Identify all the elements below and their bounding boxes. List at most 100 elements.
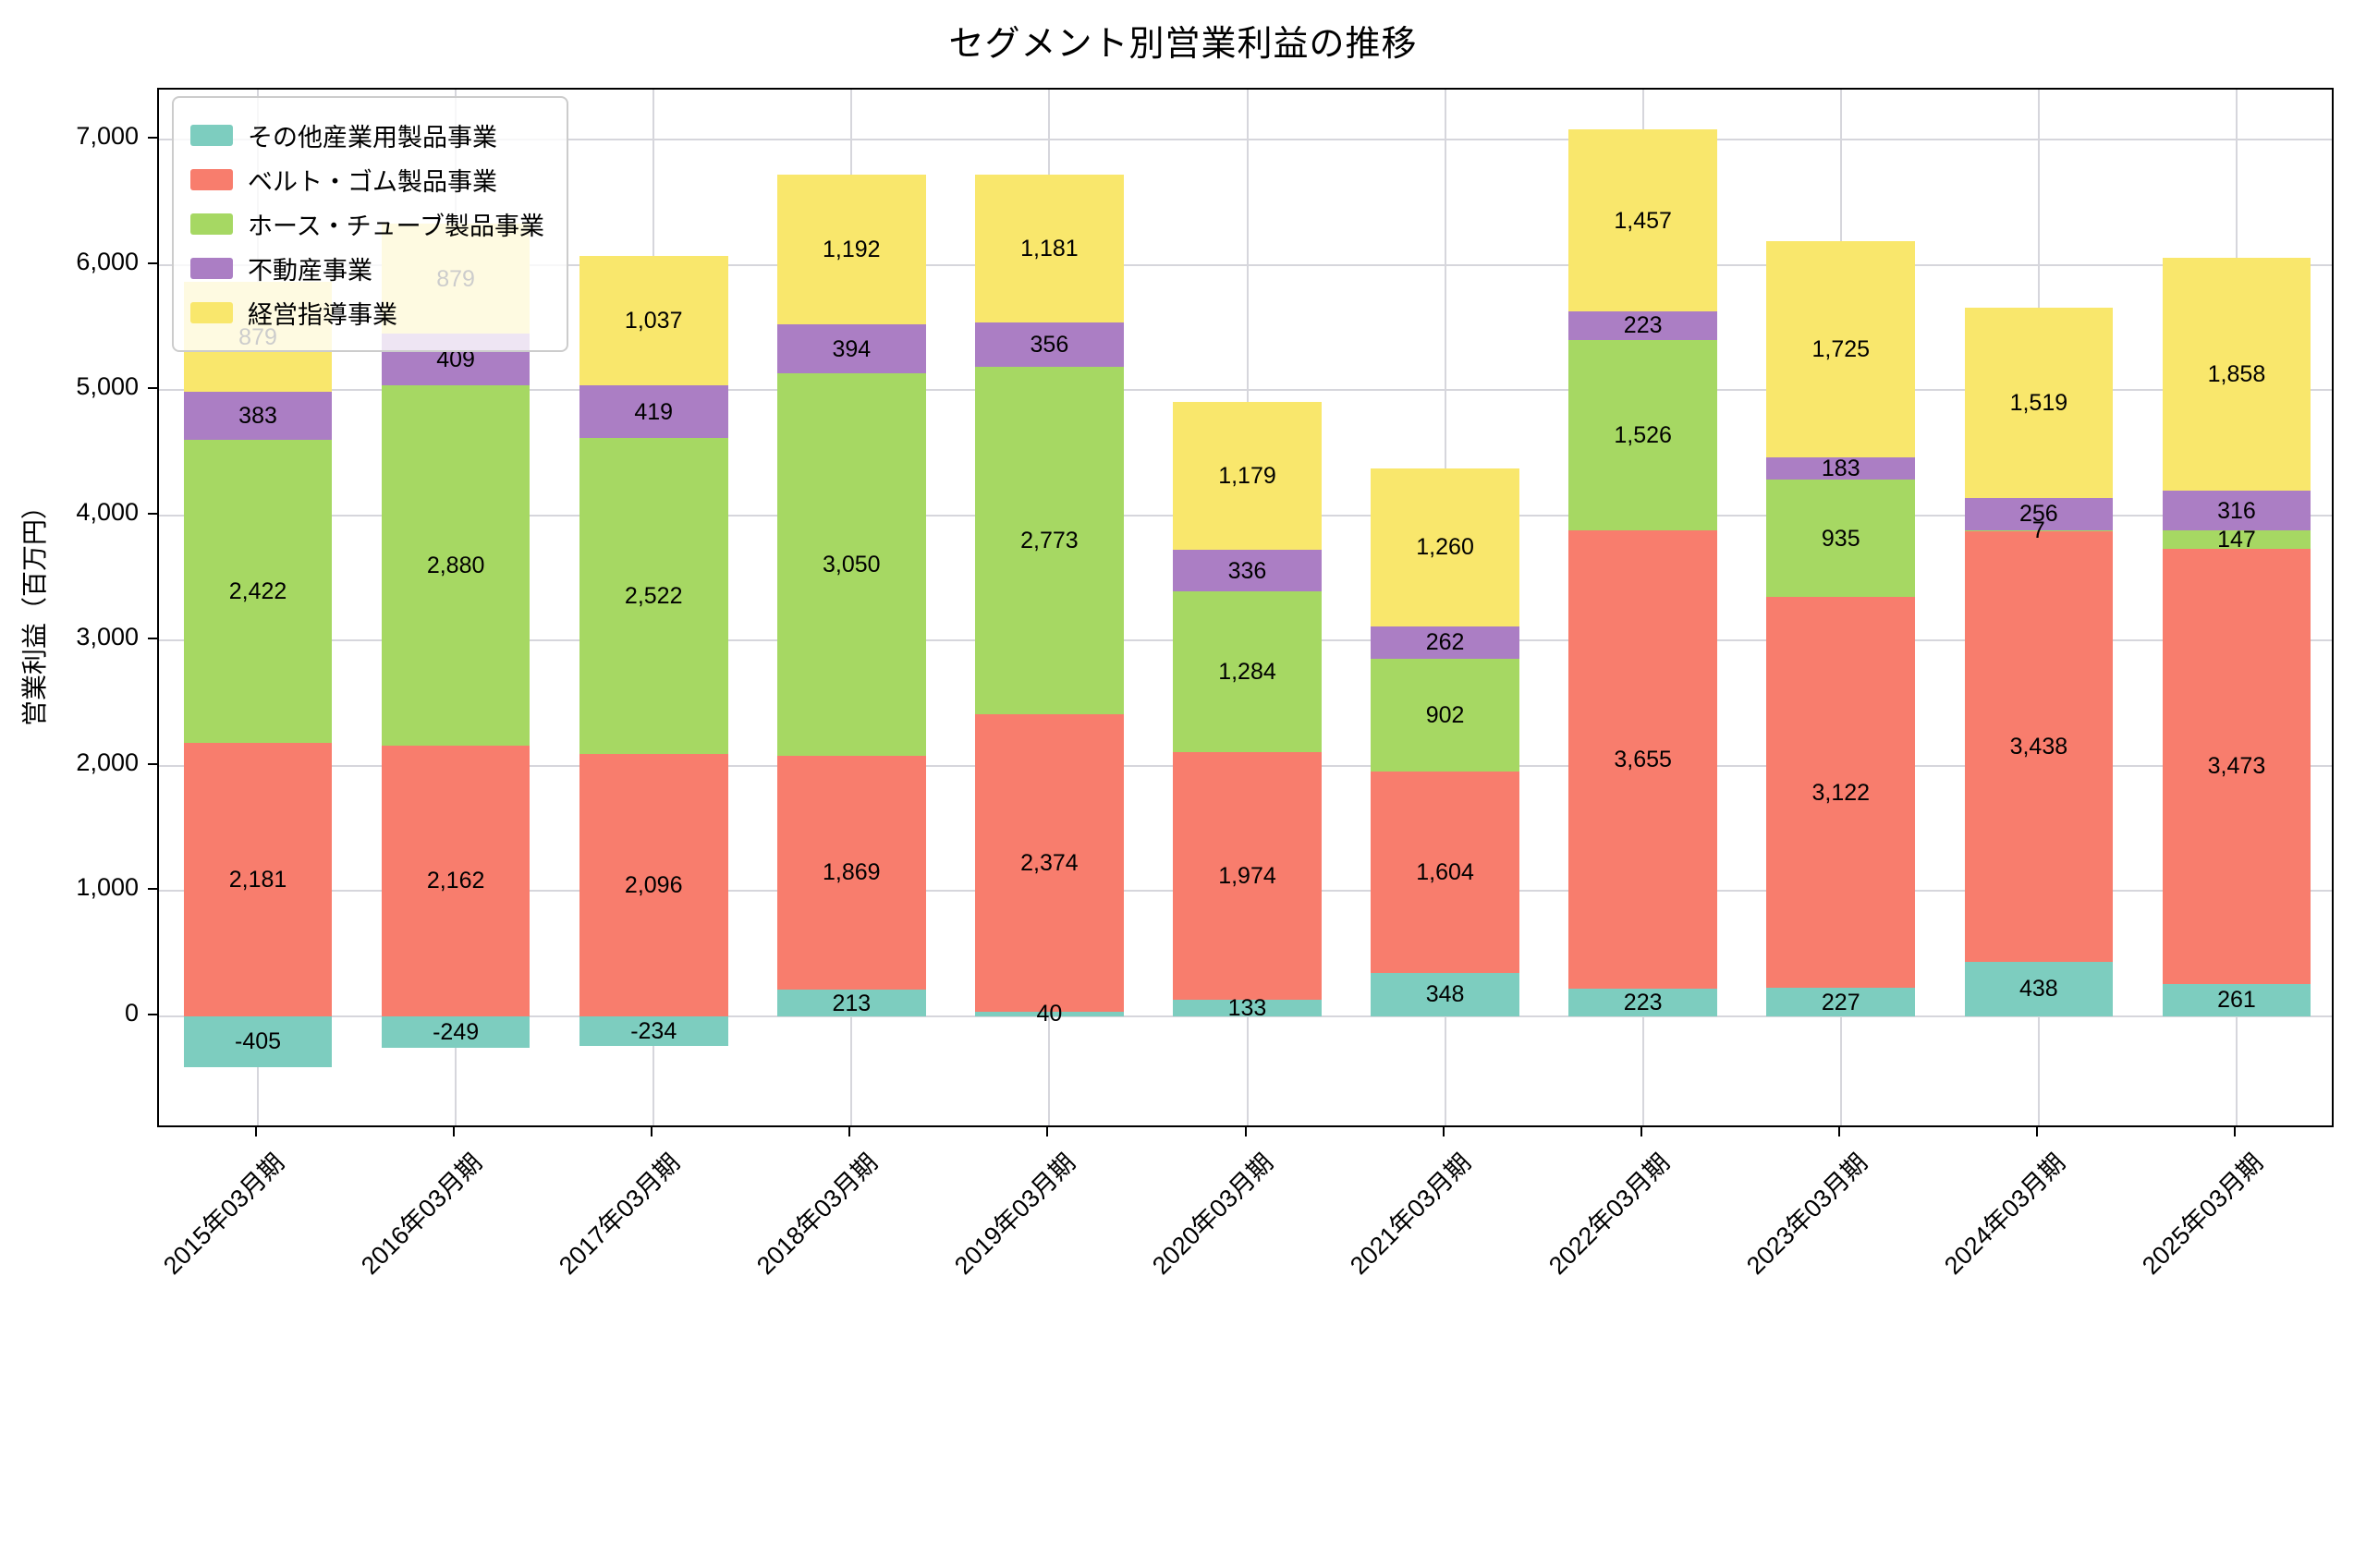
legend-label: ベルト・ゴム製品事業 (248, 168, 497, 196)
bar-value-label: 1,181 (1020, 235, 1079, 261)
x-tick-mark (651, 1127, 653, 1136)
bar-value-label: 2,422 (228, 578, 287, 605)
bar-segment (183, 743, 333, 1016)
x-tick-mark (1442, 1127, 1445, 1136)
x-tick-mark (255, 1127, 258, 1136)
x-tick-mark (453, 1127, 456, 1136)
x-tick-label: 2020年03月期 (1147, 1148, 1279, 1281)
x-tick-label: 2015年03月期 (158, 1148, 290, 1281)
legend-item: 不動産事業 (190, 250, 544, 286)
bar-segment (1173, 591, 1322, 753)
bar-value-label: 394 (832, 335, 872, 362)
y-tick-label: 7,000 (76, 122, 139, 151)
x-tick-label: 2016年03月期 (356, 1148, 488, 1281)
bar-value-label: 902 (1425, 702, 1465, 729)
bar-value-label: 356 (1030, 331, 1069, 358)
legend-swatch (190, 258, 233, 279)
x-tick-label: 2017年03月期 (554, 1148, 686, 1281)
bar-segment (975, 366, 1124, 714)
bar-value-label: 223 (1623, 312, 1663, 339)
bar-value-label: 3,655 (1614, 747, 1672, 773)
x-tick-mark (1640, 1127, 1642, 1136)
y-tick-mark (148, 137, 157, 140)
bar-segment (1964, 498, 2114, 530)
y-tick-mark (148, 762, 157, 765)
y-tick-mark (148, 888, 157, 891)
bar-segment (1173, 752, 1322, 1000)
y-tick-mark (148, 1014, 157, 1015)
bar-segment (1766, 988, 1916, 1016)
bar-value-label: 438 (2018, 976, 2058, 1003)
bar-value-label: 3,438 (2009, 733, 2068, 760)
bar-segment (579, 385, 728, 439)
chart-title: セグメント別営業利益の推移 (948, 25, 1418, 64)
bar-segment (1371, 972, 1519, 1016)
bar-segment (1371, 772, 1519, 973)
legend-item: ホース・チューブ製品事業 (190, 206, 544, 242)
bar-segment (777, 175, 926, 324)
bar-value-label: -249 (433, 1018, 480, 1045)
bar-segment (1568, 988, 1717, 1016)
x-tick-label: 2025年03月期 (2136, 1148, 2269, 1281)
bar-value-label: 2,096 (624, 871, 683, 898)
bar-segment (2162, 258, 2311, 492)
bar-segment (1964, 530, 2114, 962)
bar-segment (183, 440, 333, 744)
bar-value-label: 256 (2018, 501, 2058, 528)
bar-value-label: 419 (634, 398, 674, 425)
bar-value-label: 227 (1821, 989, 1860, 1015)
x-tick-label: 2023年03月期 (1740, 1148, 1872, 1281)
bar-value-label: 183 (1821, 455, 1860, 481)
bar-segment (1173, 999, 1322, 1016)
bar-value-label: 7 (2031, 517, 2045, 544)
bar-value-label: 40 (1036, 1001, 1063, 1027)
legend-label: 不動産事業 (248, 257, 372, 285)
bar-segment (1173, 402, 1322, 550)
y-tick-label: 6,000 (76, 247, 139, 275)
y-tick-label: 1,000 (76, 873, 139, 902)
bar-value-label: 348 (1425, 981, 1465, 1008)
bar-value-label: 2,880 (426, 552, 485, 578)
y-tick-label: 0 (124, 999, 139, 1027)
bar-value-label: -405 (235, 1028, 282, 1055)
legend-item: その他産業用製品事業 (190, 117, 544, 153)
bar-segment (579, 753, 728, 1016)
bar-value-label: 133 (1227, 994, 1267, 1021)
bar-segment (1568, 311, 1717, 340)
bar-segment (1766, 597, 1916, 989)
legend-label: その他産業用製品事業 (248, 124, 497, 152)
y-tick-label: 2,000 (76, 748, 139, 776)
bar-segment (2162, 529, 2311, 549)
h-gridline (159, 263, 2332, 266)
y-tick-mark (148, 261, 157, 264)
legend-swatch (190, 125, 233, 146)
bar-value-label: 935 (1821, 525, 1860, 552)
bar-value-label: 3,473 (2207, 753, 2266, 780)
bar-value-label: 213 (832, 990, 872, 1016)
bars-layer (159, 90, 2332, 1125)
bar-value-label: 1,725 (1811, 335, 1871, 362)
bar-value-label: 1,037 (624, 308, 683, 334)
bar-labels-layer: -4052,1812,422383879-2492,1622,880409879… (159, 90, 2332, 1125)
y-tick-label: 4,000 (76, 497, 139, 526)
x-tick-mark (2035, 1127, 2038, 1136)
bar-segment (1568, 530, 1717, 989)
bar-value-label: 2,522 (624, 582, 683, 609)
bar-value-label: 1,260 (1416, 534, 1474, 561)
y-tick-label: 3,000 (76, 623, 139, 651)
bar-segment (975, 713, 1124, 1012)
h-gridline (159, 139, 2332, 141)
bar-segment (183, 1016, 333, 1067)
bar-segment (1371, 626, 1519, 660)
bar-segment (2162, 491, 2311, 530)
plot-area: -4052,1812,422383879-2492,1622,880409879… (157, 88, 2334, 1127)
bar-value-label: 383 (238, 403, 277, 430)
y-tick-label: 5,000 (76, 372, 139, 401)
bar-value-label: 2,162 (426, 868, 485, 894)
legend-label: 経営指導事業 (248, 301, 397, 329)
bar-segment (579, 438, 728, 754)
bar-value-label: 1,604 (1416, 859, 1474, 886)
bar-segment (777, 373, 926, 756)
